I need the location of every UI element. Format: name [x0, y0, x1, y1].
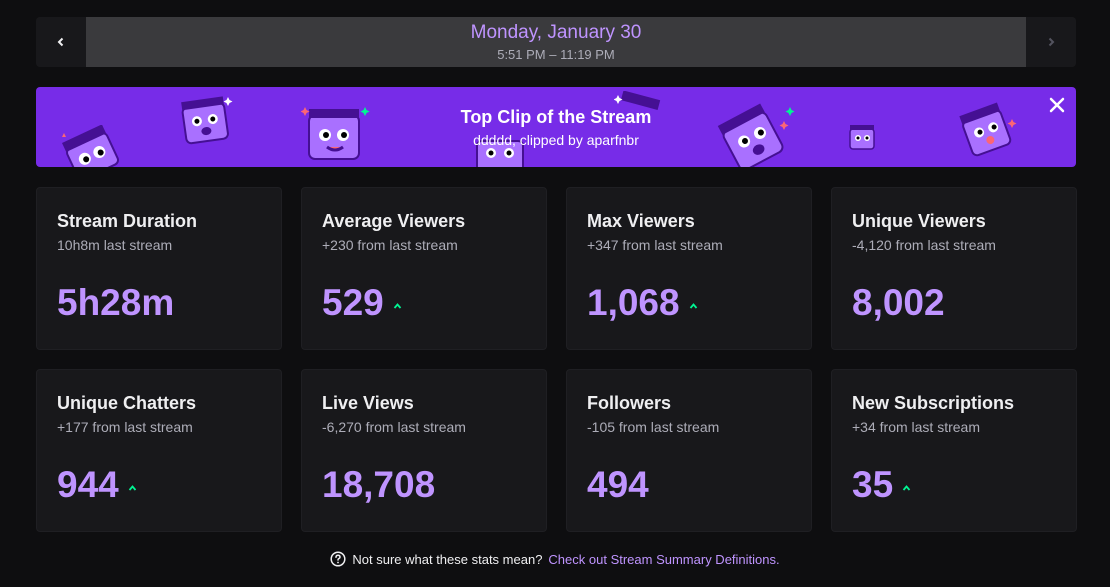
- chevron-left-icon: [57, 37, 64, 47]
- chevron-right-icon: [1048, 37, 1055, 47]
- stat-value: 8,002: [852, 282, 945, 323]
- footer-text: Not sure what these stats mean?: [352, 551, 543, 567]
- stat-card: Followers -105 from last stream 494: [566, 369, 812, 532]
- trend-up-icon: [689, 303, 697, 309]
- stat-comparison: -4,120 from last stream: [852, 237, 996, 253]
- trend-up-icon: [128, 485, 136, 491]
- next-day-button[interactable]: [1026, 17, 1076, 67]
- stat-value-group: 494: [587, 464, 649, 506]
- stat-title: Live Views: [322, 393, 414, 413]
- stat-comparison: +347 from last stream: [587, 237, 723, 253]
- stat-card: Max Viewers +347 from last stream 1,068: [566, 187, 812, 350]
- stat-title: Unique Viewers: [852, 211, 986, 231]
- date-display: Monday, January 30 5:51 PM – 11:19 PM: [86, 17, 1026, 67]
- mascot-icon: [959, 102, 1017, 157]
- mascot-icon: [181, 96, 233, 145]
- mascot-icon: [62, 125, 119, 167]
- stat-value: 5h28m: [57, 282, 175, 323]
- mascot-icon: [849, 125, 875, 150]
- stat-comparison: -105 from last stream: [587, 419, 720, 435]
- stat-value-group: 18,708: [322, 464, 435, 506]
- mascot-icon: [717, 103, 795, 167]
- stat-title: Unique Chatters: [57, 393, 197, 413]
- stat-value-group: 529: [322, 282, 402, 324]
- stat-card: Unique Chatters +177 from last stream 944: [36, 369, 282, 532]
- trend-up-icon: [393, 303, 401, 309]
- trend-up-icon: [902, 485, 911, 491]
- mascot-icon: [476, 140, 524, 167]
- stat-title: New Subscriptions: [852, 393, 1015, 413]
- stat-title: Max Viewers: [587, 211, 695, 231]
- stat-card: Live Views -6,270 from last stream 18,708: [301, 369, 547, 532]
- stat-card: New Subscriptions +34 from last stream 35: [831, 369, 1077, 532]
- stat-title: Followers: [587, 393, 672, 413]
- stat-comparison: -6,270 from last stream: [322, 419, 466, 435]
- stat-card: Stream Duration 10h8m last stream 5h28m: [36, 187, 282, 350]
- time-range: 5:51 PM – 11:19 PM: [497, 47, 615, 62]
- date-navigator: Monday, January 30 5:51 PM – 11:19 PM: [36, 17, 1076, 67]
- top-clip-banner[interactable]: Top Clip of the Stream ddddd, clipped by…: [36, 87, 1076, 167]
- banner-subtitle: ddddd, clipped by aparfnbr: [473, 132, 639, 148]
- stat-value-group: 944: [57, 464, 137, 506]
- stat-card: Average Viewers +230 from last stream 529: [301, 187, 547, 350]
- date-title: Monday, January 30: [470, 22, 642, 43]
- stat-card: Unique Viewers -4,120 from last stream 8,0…: [831, 187, 1077, 350]
- stat-value-group: 1,068: [587, 282, 698, 324]
- stat-value: 1,068: [587, 282, 680, 323]
- stat-title: Stream Duration: [57, 211, 198, 231]
- mascot-icon: [301, 107, 370, 160]
- stat-value-group: 35: [852, 464, 911, 506]
- stat-value-group: 8,002: [852, 282, 945, 324]
- stat-title: Average Viewers: [322, 211, 466, 231]
- banner-text: Top Clip of the Stream ddddd, clipped by…: [36, 107, 1076, 148]
- question-circle-icon: [330, 551, 346, 567]
- definitions-link[interactable]: Check out Stream Summary Definitions.: [548, 551, 780, 567]
- close-icon[interactable]: [1047, 95, 1067, 115]
- stat-comparison: 10h8m last stream: [57, 237, 173, 253]
- stat-value-group: 5h28m: [57, 282, 174, 324]
- previous-day-button[interactable]: [36, 17, 86, 67]
- stat-comparison: +230 from last stream: [322, 237, 458, 253]
- footer-help: Not sure what these stats mean? Check ou…: [0, 551, 1110, 567]
- stat-value: 494: [587, 464, 649, 505]
- banner-title: Top Clip of the Stream: [460, 107, 652, 127]
- stat-value: 944: [57, 464, 119, 505]
- stat-comparison: +177 from last stream: [57, 419, 193, 435]
- stat-value: 35: [852, 464, 894, 505]
- stat-value: 18,708: [322, 464, 436, 505]
- stat-comparison: +34 from last stream: [852, 419, 980, 435]
- stat-value: 529: [322, 282, 384, 323]
- mascot-icon: [614, 91, 661, 110]
